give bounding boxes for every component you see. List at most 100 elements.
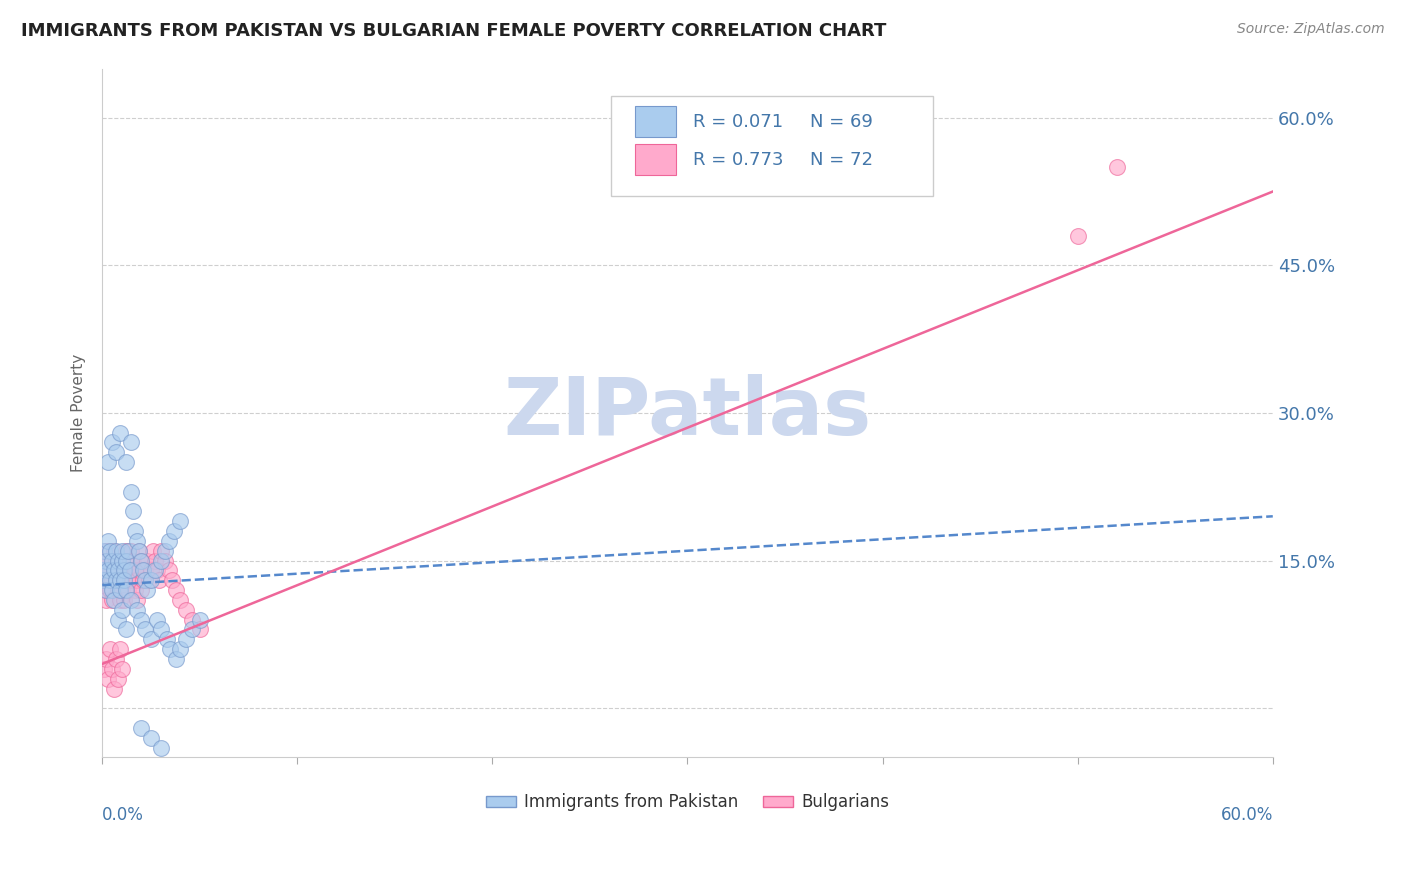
Point (159, 642, 181, 657)
Point (118, 574, 141, 588)
Point (94, 593, 117, 607)
Point (114, 623, 136, 637)
Point (98, 543, 121, 558)
Point (157, 563, 180, 577)
Point (104, 574, 127, 588)
Point (118, 563, 141, 577)
Point (104, 652, 127, 666)
Point (93, 662, 115, 676)
Point (93, 543, 115, 558)
Point (129, 583, 152, 598)
Point (143, 553, 166, 567)
Point (114, 455, 136, 469)
Point (112, 574, 135, 588)
Point (103, 563, 125, 577)
Point (117, 563, 139, 577)
Point (93, 563, 115, 577)
Point (149, 543, 172, 558)
Point (134, 563, 156, 577)
Point (107, 563, 129, 577)
Point (129, 721, 152, 735)
Point (128, 563, 150, 577)
Point (169, 514, 191, 528)
Point (188, 613, 211, 627)
Point (136, 583, 159, 598)
Point (112, 563, 135, 577)
Point (124, 524, 146, 538)
Point (111, 583, 134, 598)
Point (129, 613, 152, 627)
Point (121, 593, 143, 607)
Point (129, 553, 152, 567)
Point (174, 632, 197, 647)
Point (114, 553, 136, 567)
Point (93, 583, 115, 598)
Point (108, 574, 131, 588)
Point (139, 632, 162, 647)
Point (112, 563, 135, 577)
Point (155, 632, 177, 647)
Point (107, 583, 129, 598)
Point (107, 672, 129, 686)
Point (138, 574, 160, 588)
Point (169, 593, 191, 607)
Point (153, 553, 176, 567)
Point (127, 533, 149, 548)
Point (134, 623, 156, 637)
Point (93, 574, 115, 588)
Point (129, 553, 152, 567)
Point (104, 445, 127, 459)
Point (146, 563, 169, 577)
Point (163, 524, 186, 538)
Point (98, 642, 121, 657)
Point (127, 574, 149, 588)
Point (94, 543, 117, 558)
Point (97, 563, 120, 577)
Point (117, 583, 139, 598)
Text: R = 0.773: R = 0.773 (693, 151, 785, 169)
Point (94, 553, 117, 567)
Point (121, 484, 143, 499)
Point (94, 583, 117, 598)
Point (139, 731, 162, 745)
Point (1066, 228, 1088, 243)
Point (104, 574, 127, 588)
Point (112, 593, 135, 607)
Point (181, 623, 204, 637)
Point (91, 553, 114, 567)
Point (165, 652, 187, 666)
Point (101, 435, 124, 450)
Point (165, 583, 187, 598)
Point (128, 543, 150, 558)
Point (111, 553, 134, 567)
Point (101, 662, 124, 676)
Point (97, 533, 120, 548)
Point (103, 681, 125, 696)
Point (97, 553, 120, 567)
Point (148, 574, 170, 588)
Point (153, 543, 176, 558)
Text: R = 0.071: R = 0.071 (693, 113, 783, 131)
Point (127, 603, 149, 617)
Point (121, 435, 143, 450)
Point (111, 553, 134, 567)
Point (124, 583, 146, 598)
Point (132, 563, 155, 577)
FancyBboxPatch shape (636, 145, 676, 176)
Point (146, 613, 169, 627)
Point (149, 623, 172, 637)
Y-axis label: Female Poverty: Female Poverty (72, 354, 86, 472)
Point (108, 593, 131, 607)
Point (98, 583, 121, 598)
Point (104, 543, 127, 558)
Point (103, 563, 125, 577)
Point (103, 543, 125, 558)
Point (127, 593, 149, 607)
Point (111, 662, 134, 676)
Point (114, 543, 136, 558)
Point (136, 553, 159, 567)
Point (107, 553, 129, 567)
Point (142, 543, 165, 558)
Point (181, 613, 204, 627)
Point (114, 574, 136, 588)
